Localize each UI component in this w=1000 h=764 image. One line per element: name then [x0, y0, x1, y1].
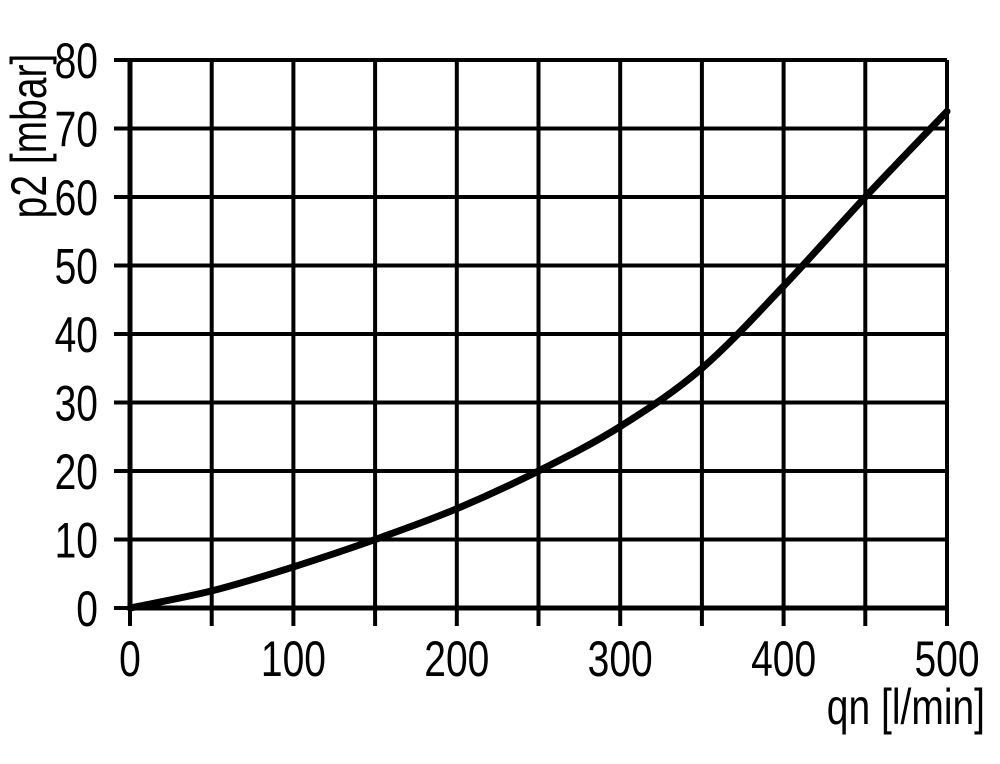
y-tick-label-0: 0: [76, 580, 98, 637]
axes: [127, 58, 949, 611]
x-tick-label-300: 300: [588, 630, 653, 687]
y-tick-label-50: 50: [55, 238, 98, 295]
y-tick-label-30: 30: [55, 375, 98, 432]
pressure-drop-curve: [126, 107, 951, 612]
axis-ticks: [114, 58, 949, 626]
y-tick-label-10: 10: [55, 512, 98, 569]
x-tick-label-400: 400: [751, 630, 816, 687]
y-tick-label-60: 60: [55, 169, 98, 226]
x-tick-label-100: 100: [261, 630, 326, 687]
y-tick-label-80: 80: [55, 32, 98, 89]
y-tick-label-40: 40: [55, 306, 98, 363]
x-axis-title: qn [l/min]: [827, 678, 985, 735]
y-tick-label-20: 20: [55, 443, 98, 500]
x-tick-label-0: 0: [119, 630, 141, 687]
grid-lines: [128, 58, 949, 610]
y-tick-labels: 0 10 20 30 40 50 60 70 80: [55, 32, 98, 637]
y-axis-title: p2 [mbar]: [0, 54, 57, 219]
x-tick-labels: 0 100 200 300 400 500: [119, 630, 979, 687]
y-tick-label-70: 70: [55, 101, 98, 158]
x-tick-label-200: 200: [424, 630, 489, 687]
x-tick-label-500: 500: [914, 630, 979, 687]
